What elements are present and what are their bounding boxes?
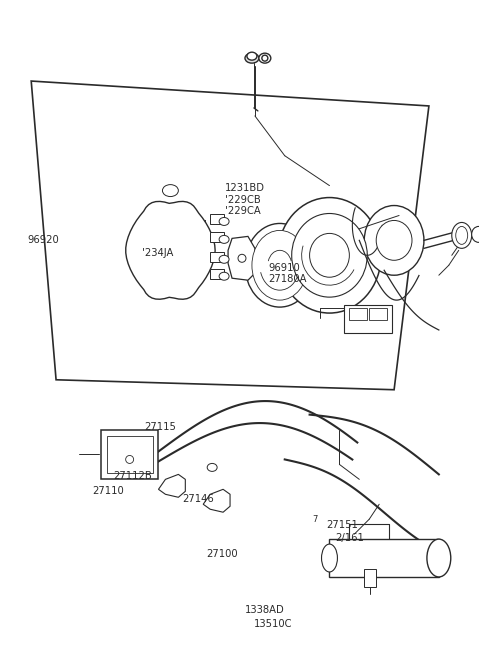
Bar [107,436,153,474]
Bar [364,569,376,587]
Bar [210,252,224,262]
Ellipse shape [219,256,229,263]
Text: 27151: 27151 [326,520,358,530]
Text: 96920: 96920 [28,235,60,245]
Text: 27146: 27146 [183,493,215,504]
Text: 2/161: 2/161 [336,533,364,543]
Ellipse shape [207,463,217,471]
Ellipse shape [278,198,381,313]
Ellipse shape [364,206,424,275]
Ellipse shape [292,214,367,297]
Ellipse shape [245,223,314,307]
Ellipse shape [238,254,246,262]
Polygon shape [158,474,185,497]
Ellipse shape [472,227,480,242]
Bar [210,233,224,242]
Ellipse shape [245,53,259,63]
Ellipse shape [452,223,472,248]
Ellipse shape [247,52,257,60]
Ellipse shape [162,185,179,196]
Ellipse shape [126,455,133,463]
Text: 27180A: 27180A [269,275,307,284]
Polygon shape [126,202,215,299]
Ellipse shape [259,53,271,63]
Text: 1231BD: 1231BD [225,183,265,194]
Bar [344,305,392,333]
Text: 13510C: 13510C [254,619,293,629]
Ellipse shape [456,227,468,244]
Text: 27110: 27110 [92,486,124,496]
Text: '229CA: '229CA [225,206,261,215]
Text: 96910: 96910 [269,263,300,273]
Text: '229CB: '229CB [225,194,261,204]
Ellipse shape [376,221,412,260]
Bar [101,430,158,480]
Bar [349,308,367,320]
Text: 1338AD: 1338AD [245,605,285,615]
Text: '234JA: '234JA [142,248,174,258]
Ellipse shape [252,231,308,300]
Polygon shape [203,489,230,512]
Ellipse shape [310,233,349,277]
Text: 27112B: 27112B [114,470,152,481]
Ellipse shape [219,217,229,225]
Polygon shape [31,81,429,390]
Ellipse shape [427,539,451,577]
Bar [210,269,224,279]
Bar [210,214,224,225]
Ellipse shape [322,544,337,572]
Ellipse shape [262,55,268,61]
Bar [329,539,439,577]
Ellipse shape [219,235,229,243]
Ellipse shape [219,272,229,280]
Bar [369,308,387,320]
Text: 27115: 27115 [144,422,177,432]
Polygon shape [228,237,255,280]
Text: 27100: 27100 [206,549,238,559]
Text: 7: 7 [312,514,317,524]
